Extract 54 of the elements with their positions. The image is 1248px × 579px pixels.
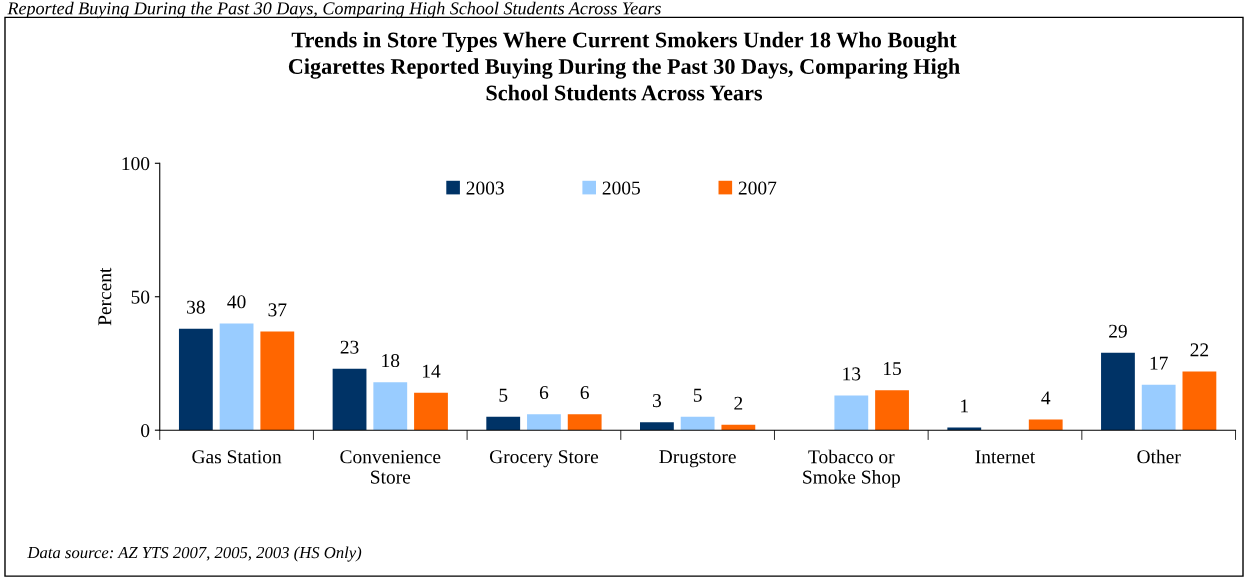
y-axis-title: Percent [98,267,112,326]
x-tick-label: Gas Station [192,450,282,464]
data-label: 37 [268,303,287,317]
legend-label: 2005 [602,181,640,195]
bar [1101,352,1135,431]
bar [1028,419,1063,431]
bar [1182,371,1217,431]
bar [414,392,448,431]
x-tick-label: Tobacco or Smoke Shop [803,449,900,488]
data-label: 6 [580,386,589,400]
bar [640,422,674,431]
legend-label: 2007 [738,181,777,195]
bar [332,368,367,431]
data-label: 17 [1150,356,1168,370]
x-tick-label: Other [1137,449,1181,464]
data-label: 40 [227,295,246,309]
data-label: 6 [539,386,549,400]
legend-label: 2003 [466,181,504,195]
x-tick-label: Internet [975,450,1036,464]
bar [373,382,408,431]
data-label: 4 [1041,391,1051,405]
bar [178,328,213,431]
data-label: 22 [1190,343,1209,357]
data-label: 5 [499,388,508,402]
data-label: 3 [652,394,662,408]
bar [721,424,756,431]
x-tick-label: Drugstore [659,450,736,468]
chart-title: Trends in Store Types Where Current Smokers Under 18 Who Bought Cigarettes Reported Buying During the Past 30 Days, Comparing High School Students Across Years [288,31,960,101]
y-tick-label: 0 [141,424,150,438]
data-label: 13 [843,367,861,381]
data-label: 29 [1109,324,1127,338]
data-label: 18 [382,353,400,368]
bar [680,416,715,431]
bar [834,395,869,431]
bar [527,414,561,431]
bar [875,390,909,431]
data-label: 38 [187,300,205,314]
y-tick-label: 100 [122,157,150,171]
bar [567,414,602,431]
y-tick-label: 50 [131,290,150,304]
bar [1141,384,1176,431]
bar [260,331,295,431]
bar [486,416,521,431]
data-label: 23 [340,340,359,354]
x-tick-label: Grocery Store [489,450,599,468]
data-label: 1 [961,399,968,413]
data-label: 14 [422,364,441,378]
x-tick-label: Convenience Store [340,450,441,484]
data-label: 2 [734,396,743,410]
data-label: 5 [693,388,702,402]
source-note: Data source: AZ YTS 2007, 2005, 2003 (HS Only) [27,546,362,562]
text: Reported Buying During the Past 30 Days, Comparing High School Students Across Years [7,1,661,19]
bar [219,323,254,431]
data-label: 15 [884,362,901,376]
